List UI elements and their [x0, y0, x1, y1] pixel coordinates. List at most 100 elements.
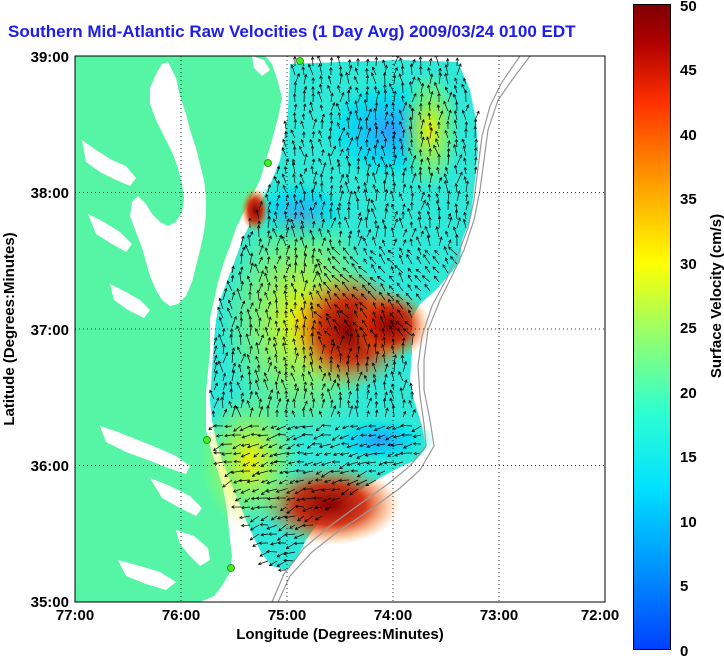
velocity-arrow [303, 244, 308, 256]
velocity-arrow [303, 252, 308, 265]
velocity-arrow [292, 145, 297, 157]
velocity-arrow [397, 309, 404, 319]
velocity-arrow [249, 524, 260, 531]
velocity-arrow [318, 248, 323, 256]
velocity-arrow [261, 452, 269, 457]
velocity-arrow [339, 335, 345, 346]
velocity-arrow [416, 255, 422, 265]
velocity-arrow [246, 479, 260, 484]
velocity-arrow [338, 65, 343, 76]
velocity-arrow [300, 269, 305, 283]
velocity-arrow [424, 265, 431, 274]
velocity-arrow [454, 182, 458, 193]
velocity-arrow [283, 532, 296, 537]
velocity-arrow [354, 109, 359, 121]
x-axis-ticks: 77:00 76:00 75:00 74:00 73:00 72:00 [56, 607, 619, 624]
velocity-arrow [375, 350, 380, 364]
velocity-arrow [336, 121, 341, 130]
velocity-arrow [354, 302, 359, 310]
x-tick-label: 72:00 [581, 607, 619, 624]
velocity-arrow [417, 247, 422, 256]
velocity-arrow [329, 56, 334, 67]
colorbar-tick-label: 45 [680, 62, 697, 79]
velocity-arrow [303, 167, 308, 175]
velocity-arrow [278, 524, 287, 532]
velocity-arrow [318, 443, 332, 448]
velocity-arrow [429, 172, 434, 184]
velocity-arrow [374, 391, 378, 400]
velocity-arrow [363, 258, 368, 265]
velocity-arrow [338, 396, 343, 409]
velocity-arrow [329, 175, 334, 184]
velocity-arrow [417, 210, 422, 220]
velocity-arrow [302, 324, 306, 337]
velocity-arrow [406, 301, 413, 310]
velocity-arrow [419, 130, 424, 139]
velocity-arrow [310, 145, 315, 157]
velocity-arrow [308, 63, 314, 76]
velocity-arrow [465, 193, 469, 202]
velocity-arrow [240, 443, 251, 447]
velocity-arrow [365, 58, 370, 67]
velocity-arrow [276, 165, 281, 175]
velocity-arrow [357, 235, 363, 247]
velocity-arrow [224, 470, 233, 478]
velocity-arrow [311, 398, 316, 409]
velocity-arrow [349, 256, 359, 265]
velocity-arrow [379, 253, 386, 265]
velocity-arrow [300, 334, 305, 346]
velocity-arrow [247, 371, 252, 382]
velocity-arrow [291, 274, 296, 283]
velocity-arrow [473, 125, 477, 139]
velocity-arrow [336, 373, 341, 382]
velocity-arrow [213, 461, 224, 466]
velocity-arrow [290, 129, 296, 139]
velocity-arrow [327, 257, 332, 265]
velocity-arrow [240, 392, 244, 400]
velocity-arrow [273, 265, 278, 274]
velocity-arrow [380, 144, 386, 157]
velocity-arrow [227, 299, 233, 310]
velocity-arrow [415, 268, 422, 274]
velocity-arrow [283, 290, 287, 301]
velocity-arrow [249, 262, 254, 274]
velocity-arrow [331, 256, 341, 265]
velocity-arrow [284, 327, 289, 337]
velocity-arrow [317, 90, 323, 103]
velocity-arrow [356, 452, 368, 459]
velocity-arrow [400, 65, 405, 76]
velocity-arrow [320, 488, 332, 492]
velocity-arrow [313, 311, 323, 319]
velocity-arrow [474, 138, 478, 148]
velocity-arrow [385, 434, 395, 441]
station-marker [264, 159, 272, 167]
velocity-arrow [401, 94, 405, 103]
velocity-arrow [303, 452, 314, 456]
velocity-arrow [235, 405, 242, 418]
velocity-arrow [372, 236, 377, 247]
x-tick-label: 73:00 [480, 607, 518, 624]
velocity-arrow [303, 400, 308, 409]
velocity-arrow [453, 119, 458, 130]
velocity-arrow [283, 558, 296, 563]
velocity-arrow [379, 315, 386, 328]
velocity-arrow [229, 380, 233, 391]
velocity-arrow [327, 247, 332, 256]
velocity-arrow [294, 238, 298, 247]
velocity-arrow [301, 407, 306, 418]
velocity-arrow [355, 135, 359, 148]
velocity-arrow [292, 338, 296, 346]
velocity-arrow [423, 254, 431, 265]
velocity-arrow [239, 310, 243, 319]
velocity-arrow [447, 212, 452, 220]
velocity-arrow [222, 408, 228, 418]
velocity-arrow [336, 206, 341, 220]
velocity-arrow [331, 265, 341, 274]
velocity-arrow [426, 136, 431, 148]
velocity-arrow [289, 524, 296, 529]
velocity-arrow [453, 143, 458, 157]
velocity-arrow [281, 147, 287, 157]
velocity-arrow [239, 317, 244, 328]
velocity-arrow [231, 362, 236, 373]
velocity-arrow [474, 110, 480, 121]
